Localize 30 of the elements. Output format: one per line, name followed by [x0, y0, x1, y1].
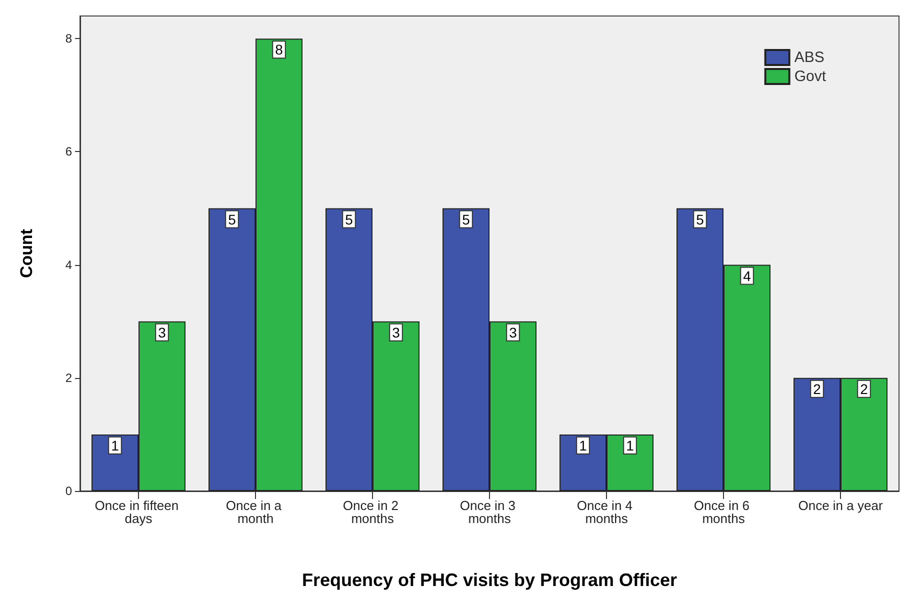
- data-label: 3: [158, 324, 166, 340]
- data-label: 5: [228, 211, 236, 228]
- data-label: 1: [579, 437, 588, 454]
- data-label: 3: [392, 324, 400, 340]
- legend-label: ABS: [794, 49, 824, 66]
- data-label: 4: [743, 268, 752, 284]
- data-label: 3: [509, 324, 518, 340]
- y-tick-label: 4: [65, 258, 72, 272]
- data-label: 1: [626, 437, 634, 454]
- y-axis-title: Count: [17, 228, 36, 278]
- y-tick-label: 0: [65, 484, 72, 498]
- y-tick-label: 2: [65, 370, 72, 385]
- legend-label: Govt: [794, 68, 827, 85]
- x-tick-label: Once in 6 months: [694, 498, 754, 526]
- x-tick-label: Once in 2 months: [342, 498, 402, 526]
- data-label: 5: [345, 211, 354, 228]
- data-label: 8: [275, 42, 284, 58]
- x-axis-title: Frequency of PHC visits by Program Officer: [302, 570, 678, 590]
- data-label: 1: [111, 437, 120, 454]
- data-label: 2: [813, 380, 822, 397]
- data-label: 5: [462, 211, 470, 228]
- data-label: 5: [696, 211, 704, 228]
- y-tick-label: 8: [65, 32, 72, 46]
- x-tick-label: Once in 3 months: [460, 498, 520, 526]
- y-tick-label: 6: [65, 144, 72, 159]
- data-label: 2: [860, 380, 868, 397]
- x-tick-label: Once in fifteen days: [94, 498, 182, 526]
- x-tick-label: Once in a month: [226, 498, 286, 526]
- x-tick-label: Once in 4 months: [576, 498, 636, 526]
- x-tick-label: Once in a year: [798, 498, 884, 513]
